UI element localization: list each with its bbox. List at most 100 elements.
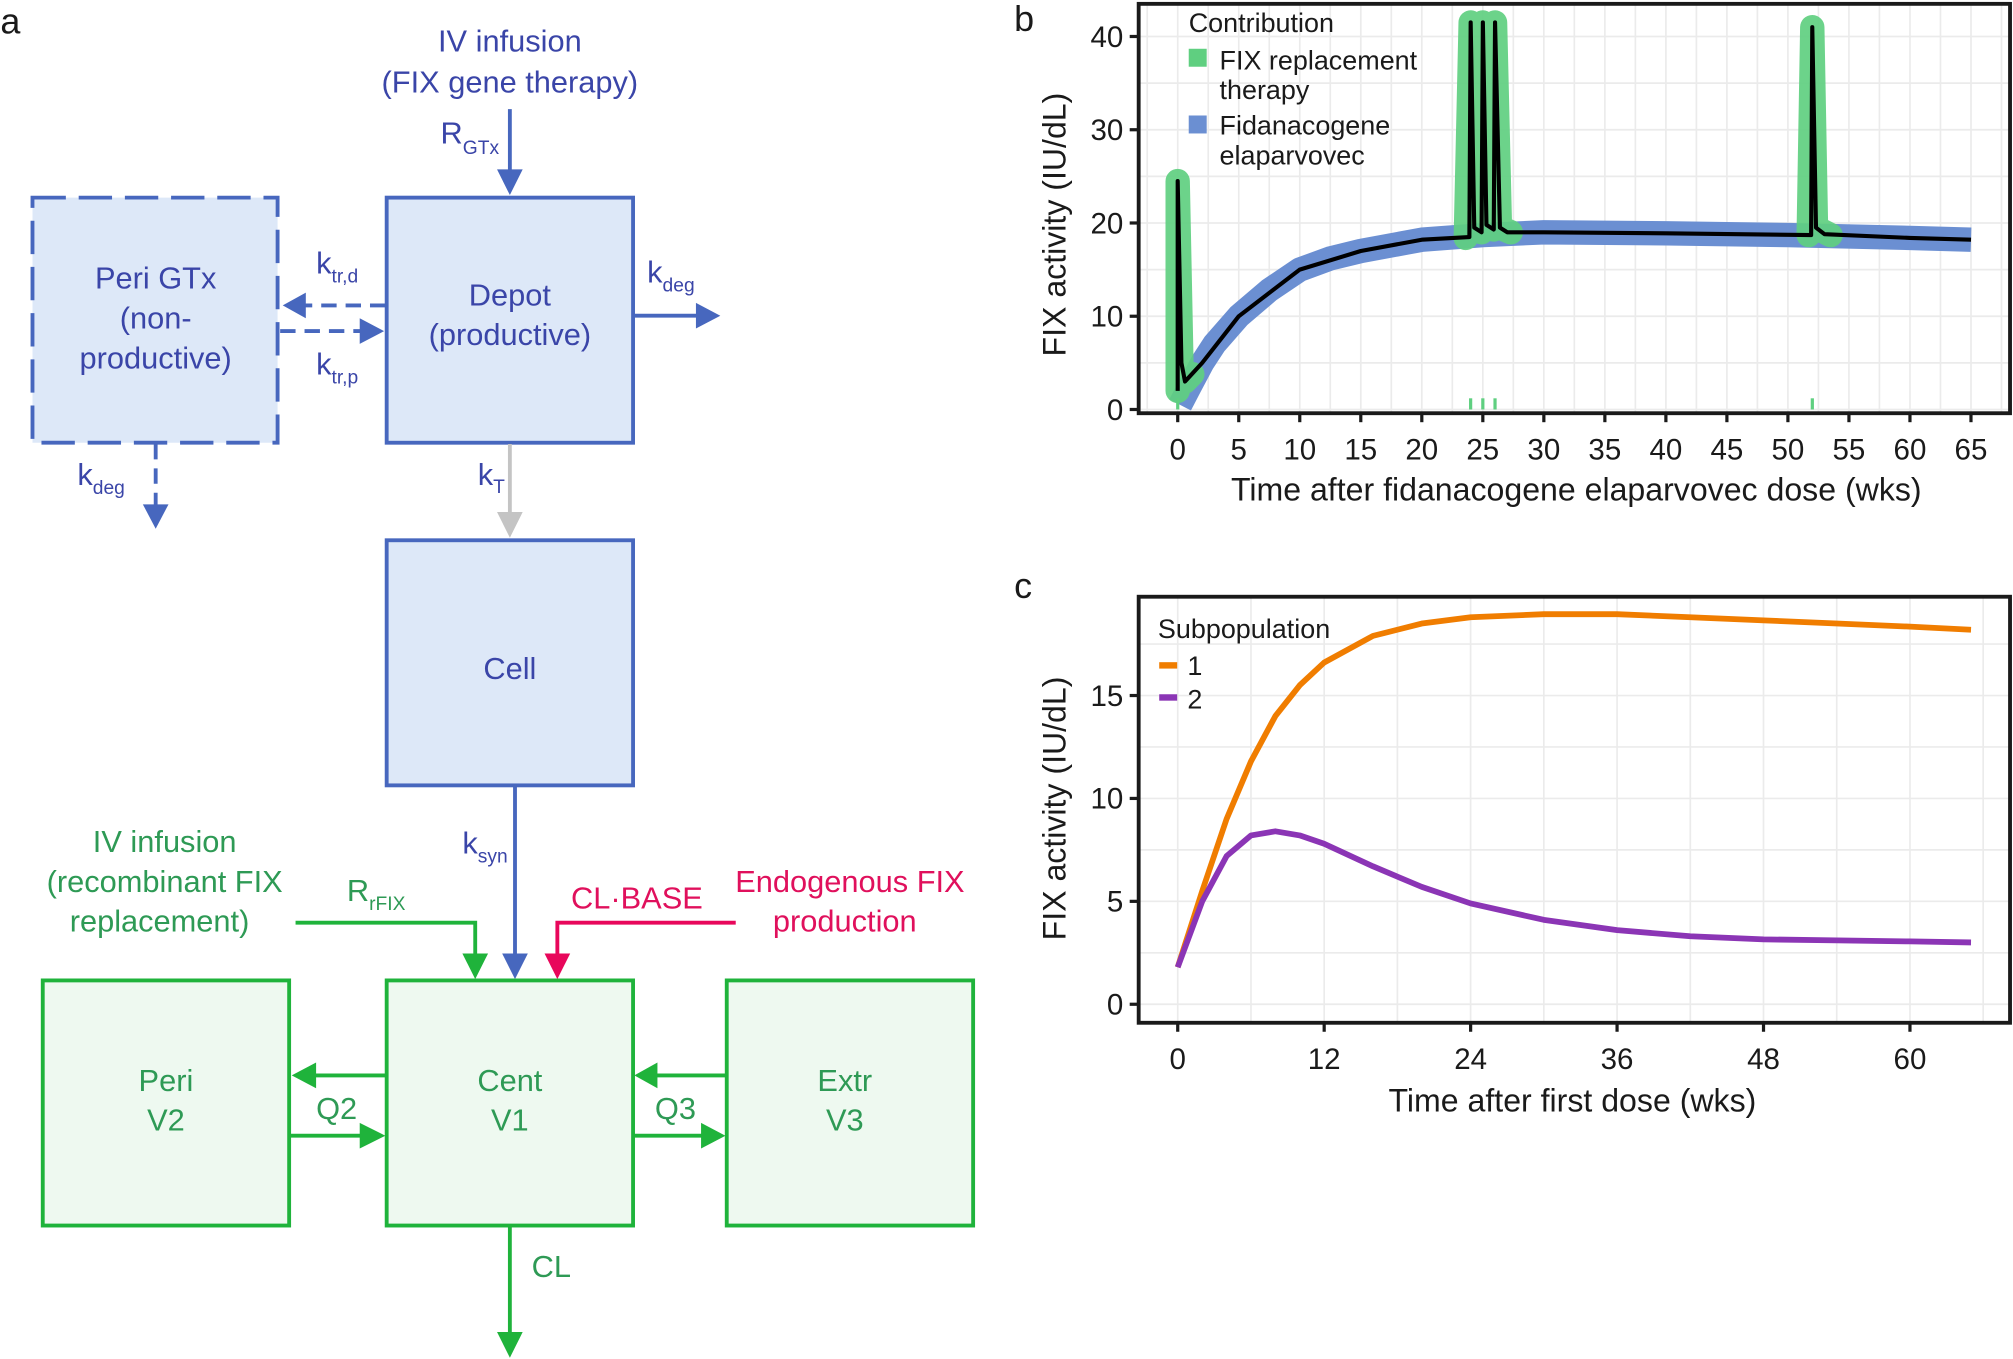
extr-label-1: Extr [817, 1063, 872, 1098]
x-tick-label: 40 [1649, 433, 1682, 466]
extr-label-2: V3 [826, 1103, 864, 1138]
cl-label: CL [532, 1249, 571, 1284]
legend-label-subpop-1: 1 [1187, 651, 1202, 681]
x-tick-label: 12 [1308, 1043, 1341, 1076]
chart-b-x-axis-title: Time after fidanacogene elaparvovec dose… [1231, 471, 1922, 507]
endogenous-label-2: production [773, 904, 917, 939]
rfix-arrowhead [462, 953, 489, 980]
x-tick-label: 45 [1710, 433, 1743, 466]
panel-label-c: c [1014, 565, 1032, 606]
plot-background [1138, 596, 2011, 1023]
cent-label-2: V1 [491, 1103, 529, 1138]
x-tick-label: 5 [1231, 433, 1247, 466]
cell-label: Cell [483, 651, 536, 686]
chart-c: 0 12 24 36 48 60 0 5 10 15 [1090, 594, 2012, 1076]
chart-c-x-axis-title: Time after first dose (wks) [1389, 1082, 1757, 1118]
peri-v2-box [40, 978, 292, 1228]
x-tick-label: 55 [1833, 433, 1866, 466]
extr-v3-box [724, 978, 976, 1228]
legend-label-fix-replacement-1: FIX replacement [1220, 45, 1418, 75]
extr-to-cent-arrowhead [634, 1062, 658, 1089]
gene-infusion-label-2: (FIX gene therapy) [382, 64, 639, 99]
x-tick-label: 60 [1894, 433, 1927, 466]
ksyn-arrowhead [502, 953, 528, 980]
series-subpopulation-1 [1174, 611, 1972, 969]
y-tick-label: 15 [1090, 680, 1123, 713]
series-subpopulation-2 [1174, 828, 1972, 969]
q3-label: Q3 [655, 1091, 696, 1126]
x-tick-label: 60 [1894, 1043, 1927, 1076]
cl-base-label: CL·BASE [571, 881, 703, 916]
y-tick-label: 30 [1090, 114, 1123, 147]
y-tick-label: 10 [1090, 783, 1123, 816]
y-tick-label: 0 [1107, 989, 1123, 1022]
legend-label-fix-replacement-2: therapy [1220, 75, 1310, 105]
panel-label-b: b [1014, 0, 1034, 39]
x-tick-label: 15 [1344, 433, 1377, 466]
panel-label-a: a [0, 0, 20, 41]
k-deg-peri-label: kdeg [77, 457, 124, 499]
fix-infusion-label-3: replacement) [70, 904, 250, 939]
peri-gtx-box [30, 195, 280, 445]
x-tick-label: 20 [1405, 433, 1438, 466]
legend-label-subpop-2: 2 [1187, 684, 1202, 714]
rfix-arrow-line [295, 920, 478, 958]
peri-label-2: V2 [147, 1103, 185, 1138]
gene-infusion-arrowhead [497, 169, 523, 196]
ktrp-arrowhead [359, 318, 385, 344]
k-tr-p-label: ktr,p [316, 347, 358, 389]
y-tick-label: 10 [1090, 301, 1123, 334]
y-tick-label: 5 [1107, 886, 1123, 919]
fix-infusion-label-1: IV infusion [93, 824, 237, 859]
x-tick-label: 25 [1466, 433, 1499, 466]
chart-c-legend-title: Subpopulation [1158, 614, 1330, 644]
k-syn-label: ksyn [462, 825, 507, 867]
r-gtx-label: RGTx [441, 116, 500, 159]
legend-swatch-fix-replacement [1188, 48, 1207, 67]
peri-gtx-label-3: productive) [80, 340, 232, 375]
kdeg-depot-arrowhead [695, 302, 721, 329]
peri-gtx-label-1: Peri GTx [95, 261, 217, 296]
y-tick-label: 20 [1090, 207, 1123, 240]
cell-box [384, 538, 635, 788]
legend-swatch-fidanacogene [1188, 115, 1207, 134]
y-tick-label: 40 [1090, 21, 1123, 54]
chart-c-y-axis-title: FIX activity (IU/dL) [1037, 677, 1073, 941]
x-tick-label: 35 [1588, 433, 1621, 466]
depot-box [384, 195, 635, 445]
x-tick-label: 30 [1527, 433, 1560, 466]
chart-b: 0 5 10 15 20 25 30 35 40 45 50 55 60 65 0 10 20 30 40 [1090, 1, 2012, 466]
y-tick-label: 0 [1107, 394, 1123, 427]
legend-swatch-subpop-2 [1159, 694, 1178, 701]
endogenous-arrow-line [555, 920, 736, 958]
peri-label-1: Peri [139, 1063, 194, 1098]
cent-to-extr-arrowhead [701, 1122, 726, 1149]
x-tick-label: 10 [1283, 433, 1316, 466]
x-tick-label: 24 [1454, 1043, 1487, 1076]
legend-label-fidanacogene-2: elaparvovec [1220, 140, 1365, 170]
cent-to-peri-arrowhead [291, 1062, 317, 1089]
endogenous-arrowhead [544, 953, 571, 980]
x-tick-label: 0 [1170, 1043, 1186, 1076]
plot-frame [1136, 1, 2012, 416]
x-tick-label: 50 [1772, 433, 1805, 466]
legend-swatch-subpop-1 [1159, 662, 1178, 669]
kt-arrowhead [497, 512, 523, 538]
chart-b-legend: Contribution FIX replacement therapy Fid… [1188, 8, 1418, 170]
cent-v1-box [384, 978, 635, 1228]
k-t-label: kT [478, 457, 505, 498]
cent-label-1: Cent [477, 1063, 542, 1098]
cl-arrowhead [497, 1332, 523, 1358]
r-rfix-label: RrFIX [347, 873, 406, 915]
ktrd-arrowhead [282, 292, 306, 319]
x-tick-label: 48 [1747, 1043, 1780, 1076]
legend-label-fidanacogene-1: Fidanacogene [1220, 111, 1391, 141]
peri-to-cent-arrowhead [359, 1122, 386, 1149]
plot-frame [1136, 594, 2012, 1025]
gene-infusion-label-1: IV infusion [438, 23, 582, 58]
panel-a-diagram: a IV infusion (FIX gene therapy) RGTx Pe… [0, 0, 976, 1358]
chart-b-legend-title: Contribution [1189, 8, 1334, 38]
kdeg-peri-arrowhead [142, 504, 169, 529]
k-deg-depot-label: kdeg [647, 254, 694, 296]
series-total-fix-activity [1175, 20, 1972, 391]
